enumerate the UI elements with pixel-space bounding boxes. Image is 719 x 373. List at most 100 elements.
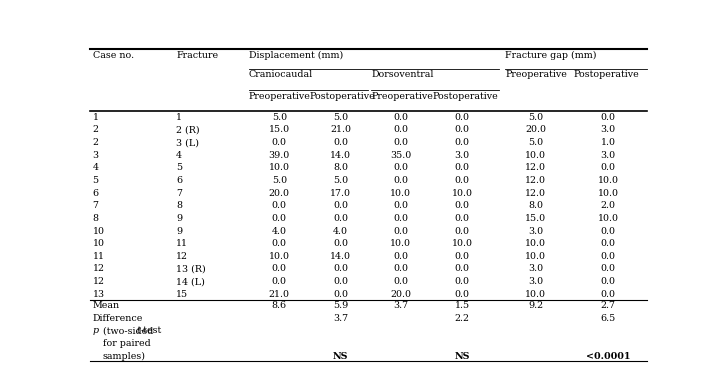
Text: 0.0: 0.0 — [600, 163, 615, 172]
Text: 21.0: 21.0 — [330, 125, 351, 134]
Text: samples): samples) — [103, 351, 146, 361]
Text: 20.0: 20.0 — [525, 125, 546, 134]
Text: 0.0: 0.0 — [600, 264, 615, 273]
Text: Dorsoventral: Dorsoventral — [371, 70, 434, 79]
Text: 5.0: 5.0 — [272, 113, 287, 122]
Text: 0.0: 0.0 — [454, 176, 470, 185]
Text: 10.0: 10.0 — [269, 252, 290, 261]
Text: 20.0: 20.0 — [269, 189, 290, 198]
Text: 5.9: 5.9 — [333, 301, 348, 310]
Text: 3.0: 3.0 — [600, 125, 615, 134]
Text: 35.0: 35.0 — [390, 151, 411, 160]
Text: 0.0: 0.0 — [454, 113, 470, 122]
Text: Craniocaudal: Craniocaudal — [249, 70, 313, 79]
Text: 0.0: 0.0 — [393, 226, 408, 236]
Text: 3.0: 3.0 — [528, 226, 544, 236]
Text: 2: 2 — [93, 125, 99, 134]
Text: 1: 1 — [176, 113, 182, 122]
Text: 0.0: 0.0 — [272, 138, 287, 147]
Text: 1.5: 1.5 — [454, 301, 470, 310]
Text: 0.0: 0.0 — [454, 264, 470, 273]
Text: 0.0: 0.0 — [454, 252, 470, 261]
Text: 3.7: 3.7 — [333, 314, 348, 323]
Text: 10.0: 10.0 — [269, 163, 290, 172]
Text: 0.0: 0.0 — [272, 239, 287, 248]
Text: 15: 15 — [176, 290, 188, 299]
Text: 0.0: 0.0 — [393, 138, 408, 147]
Text: 0.0: 0.0 — [333, 290, 348, 299]
Text: 3.0: 3.0 — [600, 151, 615, 160]
Text: 5.0: 5.0 — [528, 138, 544, 147]
Text: 0.0: 0.0 — [272, 264, 287, 273]
Text: 5.0: 5.0 — [272, 176, 287, 185]
Text: Postoperative: Postoperative — [433, 92, 498, 101]
Text: 2.7: 2.7 — [600, 301, 615, 310]
Text: 9: 9 — [176, 214, 183, 223]
Text: 12: 12 — [93, 264, 105, 273]
Text: 15.0: 15.0 — [269, 125, 290, 134]
Text: 0.0: 0.0 — [393, 214, 408, 223]
Text: 1: 1 — [93, 113, 99, 122]
Text: 10.0: 10.0 — [525, 290, 546, 299]
Text: 5: 5 — [93, 176, 99, 185]
Text: 1.0: 1.0 — [600, 138, 615, 147]
Text: 8.0: 8.0 — [333, 163, 348, 172]
Text: 0.0: 0.0 — [600, 290, 615, 299]
Text: 7: 7 — [176, 189, 182, 198]
Text: 10.0: 10.0 — [525, 239, 546, 248]
Text: Fracture gap (mm): Fracture gap (mm) — [505, 50, 597, 60]
Text: 2 (R): 2 (R) — [176, 125, 200, 134]
Text: Case no.: Case no. — [93, 50, 134, 60]
Text: p: p — [93, 326, 99, 335]
Text: 10.0: 10.0 — [525, 252, 546, 261]
Text: 0.0: 0.0 — [454, 226, 470, 236]
Text: 5.0: 5.0 — [333, 176, 348, 185]
Text: 3.0: 3.0 — [454, 151, 470, 160]
Text: 4: 4 — [93, 163, 99, 172]
Text: 0.0: 0.0 — [393, 176, 408, 185]
Text: 9: 9 — [176, 226, 183, 236]
Text: NS: NS — [333, 351, 349, 360]
Text: 0.0: 0.0 — [272, 277, 287, 286]
Text: 0.0: 0.0 — [333, 239, 348, 248]
Text: NS: NS — [454, 351, 470, 360]
Text: 0.0: 0.0 — [600, 113, 615, 122]
Text: 2.0: 2.0 — [600, 201, 615, 210]
Text: 20.0: 20.0 — [390, 290, 411, 299]
Text: t: t — [136, 326, 140, 335]
Text: 8.0: 8.0 — [528, 201, 543, 210]
Text: Difference: Difference — [93, 314, 143, 323]
Text: 39.0: 39.0 — [269, 151, 290, 160]
Text: 0.0: 0.0 — [333, 138, 348, 147]
Text: 0.0: 0.0 — [393, 277, 408, 286]
Text: 12: 12 — [176, 252, 188, 261]
Text: 10: 10 — [93, 239, 105, 248]
Text: 3: 3 — [93, 151, 99, 160]
Text: 2.2: 2.2 — [454, 314, 470, 323]
Text: 10.0: 10.0 — [390, 189, 411, 198]
Text: 0.0: 0.0 — [393, 252, 408, 261]
Text: 0.0: 0.0 — [600, 226, 615, 236]
Text: 6.5: 6.5 — [600, 314, 615, 323]
Text: 0.0: 0.0 — [393, 163, 408, 172]
Text: 0.0: 0.0 — [454, 163, 470, 172]
Text: 10.0: 10.0 — [452, 189, 472, 198]
Text: 0.0: 0.0 — [393, 201, 408, 210]
Text: 8: 8 — [93, 214, 99, 223]
Text: 0.0: 0.0 — [393, 113, 408, 122]
Text: 14 (L): 14 (L) — [176, 277, 205, 286]
Text: 10.0: 10.0 — [597, 176, 618, 185]
Text: 0.0: 0.0 — [454, 290, 470, 299]
Text: 0.0: 0.0 — [393, 264, 408, 273]
Text: 12.0: 12.0 — [525, 176, 546, 185]
Text: 0.0: 0.0 — [333, 214, 348, 223]
Text: 13: 13 — [93, 290, 105, 299]
Text: 5.0: 5.0 — [528, 113, 544, 122]
Text: 10.0: 10.0 — [452, 239, 472, 248]
Text: -test: -test — [141, 326, 162, 335]
Text: Postoperative: Postoperative — [310, 92, 376, 101]
Text: Fracture: Fracture — [176, 50, 219, 60]
Text: 12: 12 — [93, 277, 105, 286]
Text: 0.0: 0.0 — [393, 125, 408, 134]
Text: 3.7: 3.7 — [393, 301, 408, 310]
